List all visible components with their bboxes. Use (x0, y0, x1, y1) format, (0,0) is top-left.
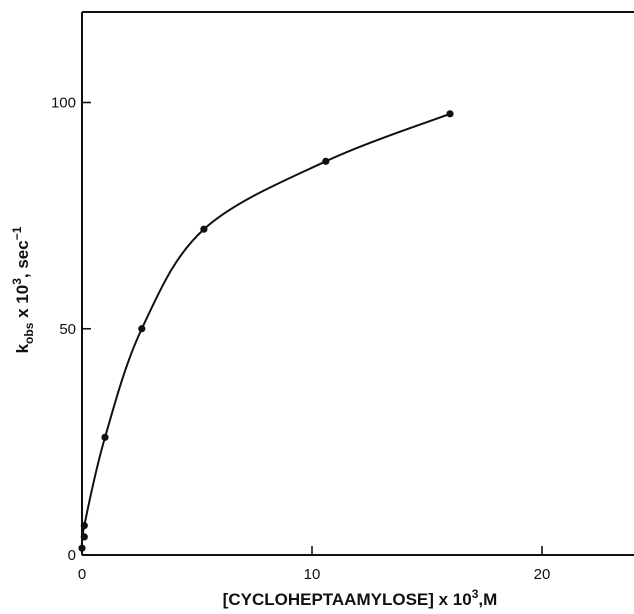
data-point (78, 544, 86, 552)
data-point (446, 110, 454, 118)
y-tick-label: 50 (59, 321, 76, 338)
data-point (101, 433, 109, 441)
y-tick-label: 100 (51, 95, 76, 112)
data-point (322, 157, 330, 165)
fit-curve (80, 112, 451, 549)
data-point (80, 521, 88, 530)
x-tick-label: 20 (534, 566, 551, 583)
data-point (138, 325, 146, 333)
y-axis-label: kobs x 103, sec−1 (10, 226, 36, 353)
axis-ticks: 0 10 20 0 50 100 (51, 95, 550, 584)
x-tick-label: 10 (304, 566, 321, 583)
fit-curve-layer (80, 112, 451, 549)
data-point (80, 533, 88, 541)
x-tick-label: 0 (78, 566, 86, 583)
axis-labels: [CYCLOHEPTAAMYLOSE] x 103,M kobs x 103, s… (10, 226, 497, 609)
data-point (200, 225, 208, 233)
data-points-layer (78, 110, 454, 552)
x-axis-label: [CYCLOHEPTAAMYLOSE] x 103,M (223, 587, 498, 609)
y-tick-label: 0 (68, 547, 76, 564)
